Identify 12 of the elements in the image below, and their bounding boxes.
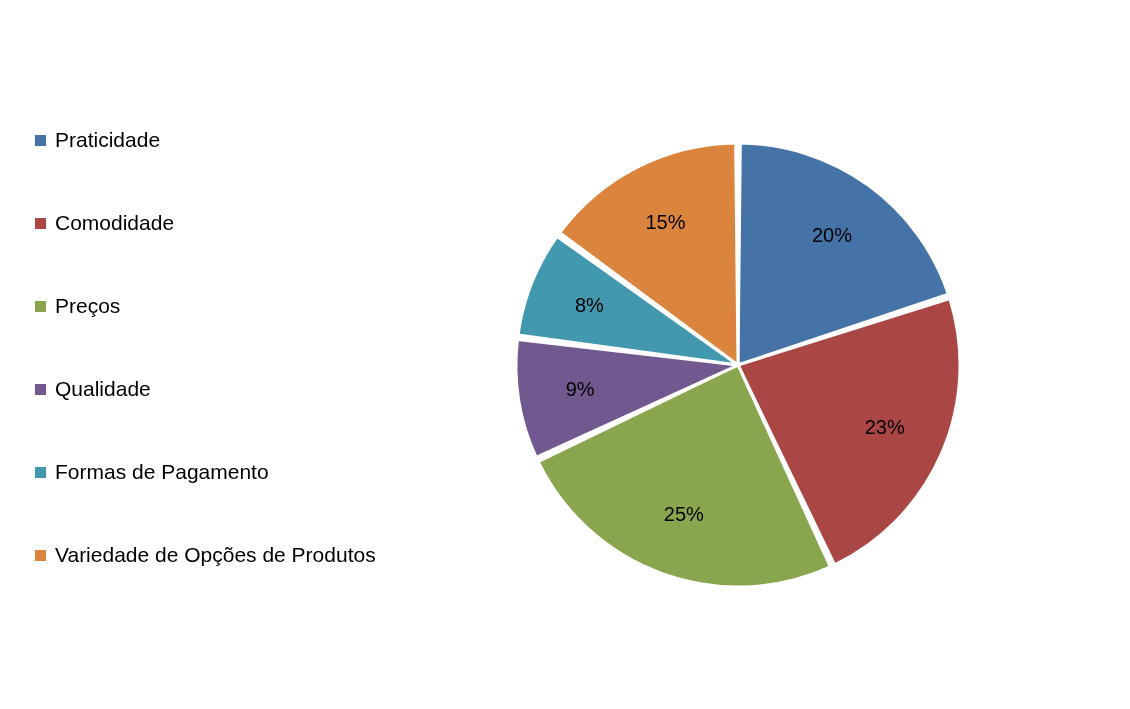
legend-label: Variedade de Opções de Produtos bbox=[55, 542, 376, 566]
data-label: 25% bbox=[663, 503, 705, 526]
legend-label: Praticidade bbox=[55, 127, 161, 151]
legend-label: Preços bbox=[55, 293, 121, 317]
data-label: 15% bbox=[645, 210, 686, 233]
legend-label: Formas de Pagamento bbox=[55, 459, 269, 483]
data-label: 20% bbox=[811, 223, 853, 246]
data-label: 23% bbox=[864, 416, 905, 439]
legend-label: Comodidade bbox=[55, 210, 175, 234]
data-label: 9% bbox=[565, 378, 595, 400]
legend-label: Qualidade bbox=[55, 376, 151, 400]
data-label: 8% bbox=[574, 294, 605, 317]
